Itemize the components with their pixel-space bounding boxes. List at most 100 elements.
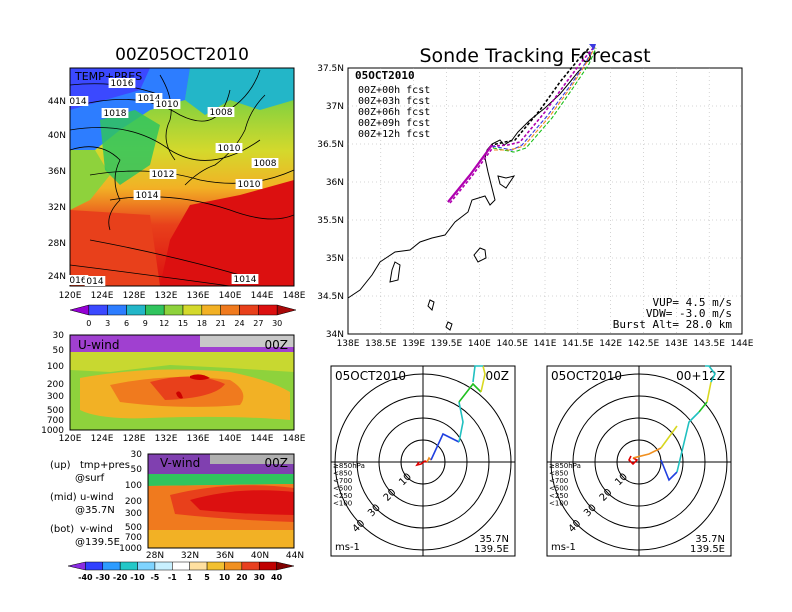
pressure-label-bg — [135, 93, 163, 103]
colorbar-tick: 3 — [105, 319, 110, 328]
colorbar-tick: 12 — [159, 319, 169, 328]
temperature-colorbar: 0 3 6 9 12 15 18 21 24 27 30 — [69, 304, 297, 328]
hodograph-trace — [632, 447, 662, 459]
v-wind-x-tick: 32N — [181, 551, 199, 561]
pressure-label-bg — [133, 190, 161, 200]
pressure-label: 1010 — [156, 100, 179, 110]
hodograph-trace — [660, 459, 678, 482]
tracking-lon-tick: 140.5E — [496, 339, 528, 349]
tracking-legend-item: 00Z+06h fcst — [358, 107, 430, 118]
pressure-label-bg — [215, 143, 243, 153]
vdw-value: VDW= -3.0 m/s — [646, 307, 732, 320]
tracking-lat-tick: 34.5N — [317, 292, 344, 302]
tracking-lon-tick: 141.5E — [562, 339, 594, 349]
legend-line-var: u-wind — [80, 492, 114, 503]
tracking-lat-tick: 37.5N — [317, 64, 344, 74]
hodograph-lat: 35.7N — [695, 534, 725, 545]
colorbar-tick: 6 — [124, 319, 129, 328]
tracking-lat-tick: 37N — [326, 102, 344, 112]
legend-line-level: @surf — [75, 473, 105, 484]
coastline — [347, 67, 583, 299]
sonde-track — [494, 46, 596, 151]
hodograph-time: 00+12Z — [676, 369, 725, 383]
tracking-lon-tick: 143E — [665, 339, 688, 349]
tracking-lon-tick: 140E — [468, 339, 491, 349]
hodograph-trace — [458, 401, 464, 443]
hodograph-legend-item: <100 — [333, 500, 352, 508]
tracking-panel: Sonde Tracking Forecast 00Z+00h fcst00Z+… — [317, 44, 754, 349]
map-lon-tick: 124E — [91, 291, 114, 301]
tracking-legend-item: 00Z+00h fcst — [358, 85, 430, 96]
wind-colorbar-tick: 10 — [219, 573, 231, 582]
tracking-lat-tick: 35.5N — [317, 216, 344, 226]
pressure-labels: 1016101410101018014100810101008101210101… — [67, 78, 279, 287]
pressure-label-bg — [101, 108, 129, 118]
legend-line-level: @35.7N — [75, 505, 115, 516]
hodograph-trace — [480, 365, 486, 393]
map-lon-tick: 132E — [155, 291, 178, 301]
hodograph-legend-item: <850 — [333, 470, 352, 478]
hodograph-trace — [660, 425, 678, 449]
v-wind-label: V-wind — [160, 456, 200, 470]
hodograph-trace — [676, 411, 700, 473]
colorbar-segment — [258, 304, 278, 316]
pressure-label: 1014 — [136, 191, 159, 201]
wind-colorbar-segment — [119, 561, 138, 571]
pressure-label: 014 — [69, 97, 86, 107]
v-wind-x-ticks: 28N 32N 36N 40N 44N — [146, 551, 304, 561]
colorbar-segment — [107, 304, 127, 316]
map-lat-tick: 44N — [48, 97, 66, 107]
colorbar-segment — [126, 304, 146, 316]
u-wind-y-tick: 500 — [47, 406, 64, 416]
colorbar-segment — [88, 304, 108, 316]
hodograph-legend-item: <500 — [549, 485, 568, 493]
wind-colorbar-tick: 40 — [271, 573, 283, 582]
hodograph-unit: ms-1 — [335, 542, 360, 553]
burst-altitude: Burst Alt= 28.0 km — [613, 318, 733, 331]
pressure-label-bg — [108, 78, 136, 88]
wind-colorbar-tick: 5 — [204, 573, 210, 582]
hodograph-date: 05OCT2010 — [335, 369, 406, 383]
map-lon-tick: 148E — [283, 291, 306, 301]
hodograph-legend-item: <700 — [549, 477, 568, 485]
pressure-label: 1010 — [238, 180, 261, 190]
pressure-label-bg — [84, 276, 106, 286]
pressure-label-bg — [235, 179, 263, 189]
vup-value: VUP= 4.5 m/s — [653, 296, 732, 309]
pressure-label-bg — [67, 275, 89, 285]
pressure-label-bg — [231, 274, 259, 284]
colorbar-tick: 24 — [234, 319, 244, 328]
wind-colorbar-tick: -30 — [96, 573, 111, 582]
colorbar-tick: 18 — [197, 319, 207, 328]
tracking-lon-tick: 138E — [337, 339, 360, 349]
u-wind-y-tick: 30 — [53, 331, 65, 341]
sonde-track-ascent — [447, 144, 493, 203]
map-title: 00Z05OCT2010 — [115, 45, 249, 65]
u-wind-x-tick: 148E — [283, 434, 306, 444]
pressure-label: 1014 — [234, 275, 257, 285]
u-wind-x-tick: 124E — [91, 434, 114, 444]
hodograph-time: 00Z — [486, 369, 510, 383]
v-wind-y-tick: 100 — [125, 481, 142, 491]
v-wind-y-tick: 200 — [125, 497, 142, 507]
sonde-track — [492, 47, 597, 153]
tracking-lat-tick: 34N — [326, 330, 344, 340]
map-lon-tick: 128E — [123, 291, 146, 301]
burst-marker — [589, 44, 596, 50]
u-wind-x-tick: 128E — [123, 434, 146, 444]
temp-pres-map: 00Z05OCT2010 — [48, 45, 306, 328]
hodograph-trace — [426, 456, 432, 463]
variable-legend: (up) tmp+pres @surf (mid) u-wind @35.7N(bot) v… — [50, 460, 130, 548]
hodograph-trace — [458, 382, 482, 403]
colorbar-tick: 21 — [216, 319, 226, 328]
pressure-label: 1010 — [218, 144, 241, 154]
wind-colorbar-segment — [189, 561, 208, 571]
legend-line-prefix: (mid) — [50, 492, 77, 503]
hodograph-legend-item: <100 — [549, 500, 568, 508]
u-wind-y-tick: 1000 — [41, 426, 64, 436]
hodograph-lat: 35.7N — [479, 534, 509, 545]
tracking-lon-tick: 139.5E — [431, 339, 463, 349]
